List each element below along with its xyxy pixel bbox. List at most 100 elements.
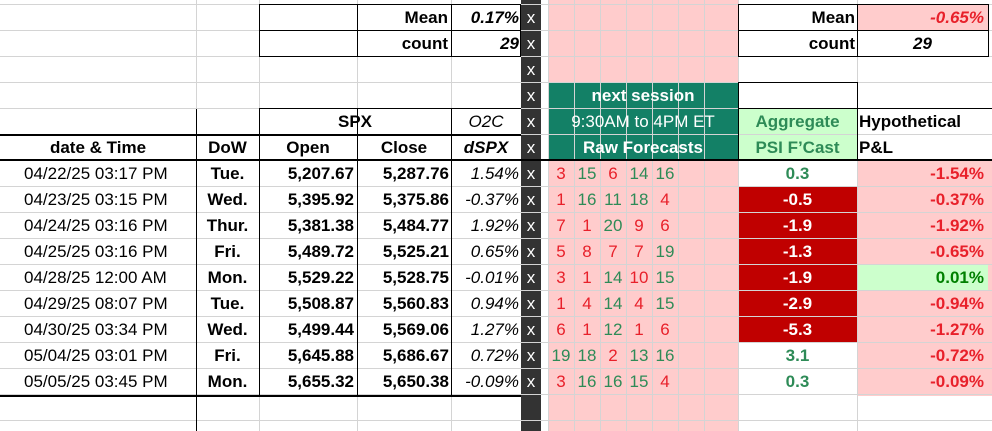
dspx-cell: 0.65%: [470, 242, 519, 261]
forecast-cell: 14: [629, 164, 649, 183]
open-cell: 5,655.32: [287, 372, 354, 391]
forecast-cell: 4: [660, 372, 670, 391]
dow-cell: Wed.: [207, 320, 248, 339]
column-gridline: [574, 0, 575, 431]
dspx-cell: -0.37%: [465, 190, 519, 209]
dspx-cell: 0.72%: [470, 346, 519, 365]
forecast-cell: 1: [556, 294, 566, 313]
forecast-cell: 1: [582, 216, 592, 235]
summary-border: [738, 56, 989, 57]
column-gridline: [678, 0, 679, 431]
forecast-cell: 7: [556, 216, 566, 235]
forecast-cell: 15: [655, 268, 675, 287]
dow-cell: Fri.: [214, 346, 241, 365]
column-gridline: [738, 0, 739, 431]
close-cell: 5,686.67: [382, 346, 449, 365]
column-gridline: [857, 0, 858, 431]
forecast-cell: 16: [577, 372, 597, 391]
header-border: [738, 82, 739, 160]
forecast-cell: 7: [634, 242, 644, 261]
close-cell: 5,375.86: [382, 190, 449, 209]
count-value: 29: [500, 34, 519, 53]
forecast-cell: 2: [608, 346, 618, 365]
forecast-cell: 6: [556, 320, 566, 339]
session-hours-header: 9:30AM to 4PM ET: [571, 112, 715, 131]
forecast-cell: 8: [582, 242, 592, 261]
open-header: Open: [286, 138, 330, 157]
psi-fcast-header: PSI F’Cast: [755, 138, 840, 157]
row-gridline: [0, 186, 992, 187]
forecast-cell: 1: [556, 190, 566, 209]
dow-cell: Fri.: [214, 242, 241, 261]
x-marker: x: [526, 34, 536, 53]
raw-forecasts-header: Raw Forecasts: [583, 138, 703, 157]
row-gridline: [0, 420, 992, 421]
forecast-cell: 16: [603, 372, 623, 391]
pnl-header: P&L: [859, 138, 893, 157]
count-label: count: [401, 34, 448, 53]
forecast-cell: 15: [655, 294, 675, 313]
forecast-cell: 16: [655, 346, 675, 365]
header-border: [738, 108, 992, 109]
dspx-cell: -0.01%: [465, 268, 519, 287]
dow-cell: Tue.: [210, 164, 245, 183]
header-border: [738, 82, 858, 83]
open-cell: 5,508.87: [287, 294, 354, 313]
open-cell: 5,381.38: [287, 216, 354, 235]
pnl-positive-fill: [858, 265, 988, 290]
close-cell: 5,484.77: [382, 216, 449, 235]
mean-value-right: -0.65%: [930, 8, 984, 27]
forecast-cell: 16: [655, 164, 675, 183]
forecast-cell: 4: [634, 294, 644, 313]
open-cell: 5,395.92: [287, 190, 354, 209]
forecast-cell: 13: [629, 346, 649, 365]
forecast-cell: 1: [582, 268, 592, 287]
forecast-cell: 6: [660, 320, 670, 339]
dspx-cell: 1.92%: [470, 216, 519, 235]
close-cell: 5,525.21: [382, 242, 449, 261]
forecast-cell: 20: [603, 216, 623, 235]
date-time-header: date & Time: [49, 138, 147, 157]
forecast-cell: 18: [629, 190, 649, 209]
forecast-cell: 10: [629, 268, 649, 287]
x-marker: x: [526, 372, 536, 391]
forecast-cell: 15: [629, 372, 649, 391]
row-gridline: [0, 264, 992, 265]
x-marker: x: [526, 216, 536, 235]
column-gridline: [652, 0, 653, 431]
close-header: Close: [380, 138, 428, 157]
column-gridline: [600, 0, 601, 431]
date-time-cell: 04/28/25 12:00 AM: [24, 268, 167, 287]
open-cell: 5,645.88: [287, 346, 354, 365]
open-cell: 5,207.67: [287, 164, 354, 183]
open-cell: 5,529.22: [287, 268, 354, 287]
x-marker: x: [526, 268, 536, 287]
x-marker: x: [526, 86, 536, 105]
mean-label: Mean: [404, 8, 448, 27]
psi-negative-fill: [739, 317, 857, 342]
psi-forecast-cell: -5.3: [782, 320, 813, 339]
column-gridline: [626, 0, 627, 431]
x-marker: x: [526, 346, 536, 365]
row-gridline: [0, 212, 992, 213]
x-marker: x: [526, 164, 536, 183]
psi-negative-fill: [739, 265, 857, 290]
summary-border: [259, 4, 521, 5]
close-cell: 5,569.06: [382, 320, 449, 339]
psi-forecast-cell: -0.5: [782, 190, 813, 209]
dow-cell: Mon.: [207, 372, 248, 391]
forecast-cell: 15: [577, 164, 597, 183]
dow-header: DoW: [208, 138, 247, 157]
x-marker: x: [526, 320, 536, 339]
row-gridline: [0, 394, 992, 395]
column-gridline: [704, 0, 705, 431]
count-value-right: 29: [913, 34, 932, 53]
pnl-cell: -0.09%: [930, 372, 984, 391]
forecast-cell: 3: [556, 164, 566, 183]
forecast-cell: 19: [551, 346, 571, 365]
date-time-cell: 04/29/25 08:07 PM: [24, 294, 168, 313]
x-marker: x: [526, 294, 536, 313]
pink-forecast-column-fill: [548, 0, 738, 431]
summary-border: [738, 4, 989, 5]
